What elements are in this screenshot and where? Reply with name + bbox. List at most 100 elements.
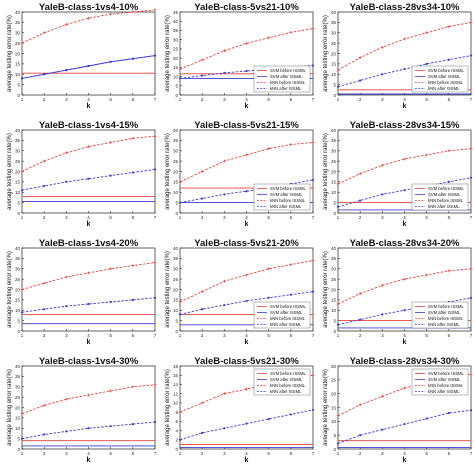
data-point [447, 25, 451, 28]
x-tick-label: 3 [381, 97, 384, 102]
y-tick-label: 16 [173, 373, 179, 378]
y-tick-label: 8 [175, 410, 178, 415]
series-line [179, 260, 314, 303]
series-line [179, 28, 314, 70]
y-tick-label: 35 [331, 20, 337, 25]
y-tick-label: 5 [333, 318, 336, 323]
series-line [337, 268, 472, 305]
series-line [337, 21, 472, 71]
data-point [200, 290, 204, 293]
y-tick-label: 35 [15, 374, 21, 379]
data-point [403, 277, 406, 281]
y-tick-label: 5 [17, 200, 20, 205]
data-point [153, 420, 157, 424]
y-axis-label: average testing error rate(%) [323, 369, 329, 446]
legend-label: SVM after ISSML [270, 310, 303, 315]
legend-label: SVM after ISSML [428, 377, 461, 382]
chart-title: YaleB-class-5vs21-10% [194, 2, 299, 13]
x-axis-label: k [87, 339, 91, 346]
y-tick-label: 10 [173, 190, 179, 195]
y-tick-label: 0 [17, 329, 20, 334]
data-point [336, 302, 340, 306]
y-tick-label: 20 [15, 287, 21, 292]
data-point [223, 303, 226, 307]
series-line [21, 384, 156, 415]
legend-label: SVM before ISSML [428, 186, 465, 191]
legend-label: kNN after ISSML [428, 86, 460, 91]
y-tick-label: 40 [331, 128, 337, 133]
data-point [43, 184, 46, 188]
x-tick-label: 3 [65, 333, 68, 338]
x-tick-label: 4 [87, 215, 90, 220]
plot-frame [21, 365, 156, 450]
x-tick-label: 7 [470, 97, 473, 102]
data-point [469, 267, 473, 271]
data-point [358, 56, 362, 60]
x-tick-label: 4 [403, 215, 406, 220]
x-tick-label: 1 [21, 97, 24, 102]
y-tick-label: 0 [175, 211, 178, 216]
x-tick-label: 6 [290, 451, 293, 456]
x-tick-label: 6 [448, 97, 451, 102]
x-tick-label: 3 [381, 333, 384, 338]
x-tick-label: 2 [359, 215, 362, 220]
x-tick-label: 1 [179, 97, 182, 102]
chart-title: YaleB-class-1vs4-15% [39, 120, 139, 131]
data-point [469, 176, 473, 179]
y-axis-label: average testing error rate(%) [323, 133, 329, 210]
x-tick-label: 3 [381, 215, 384, 220]
y-tick-label: 30 [173, 37, 179, 42]
x-tick-label: 2 [359, 97, 362, 102]
data-point [381, 428, 384, 431]
y-tick-label: 0 [175, 329, 178, 334]
y-tick-label: 40 [15, 246, 21, 251]
x-tick-label: 5 [425, 333, 428, 338]
y-tick-label: 30 [15, 149, 21, 154]
x-tick-label: 3 [223, 97, 226, 102]
data-point [311, 64, 315, 67]
x-tick-label: 6 [290, 333, 293, 338]
data-point [43, 433, 46, 436]
data-point [336, 205, 340, 208]
y-tick-label: 30 [331, 364, 337, 369]
data-point [131, 57, 134, 60]
legend-label: kNN after ISSML [270, 204, 302, 209]
data-point [178, 313, 182, 316]
y-tick-label: 35 [331, 256, 337, 261]
y-tick-label: 20 [173, 169, 179, 174]
x-axis-label: k [87, 457, 91, 464]
y-tick-label: 15 [173, 180, 179, 185]
data-point [201, 197, 204, 200]
x-tick-label: 5 [109, 451, 112, 456]
data-point [425, 417, 428, 420]
legend-label: SVM after ISSML [270, 74, 303, 79]
legend-label: kNN after ISSML [428, 322, 460, 327]
data-point [87, 271, 90, 275]
data-point [403, 309, 406, 312]
y-tick-label: 40 [15, 364, 21, 369]
chart-title: YaleB-class-1vs4-10% [39, 2, 139, 13]
chart-title: YaleB-class-5vs21-20% [194, 238, 299, 249]
data-point [178, 300, 182, 304]
x-tick-label: 2 [43, 333, 46, 338]
chart-panel: YaleB-class-1vs4-10% 0 5 10 15 20 25 30 35 40 1 2 3 4… [7, 2, 157, 110]
data-point [289, 143, 293, 146]
data-point [311, 27, 315, 30]
y-tick-label: 15 [15, 416, 21, 421]
x-tick-label: 1 [179, 451, 182, 456]
data-point [380, 45, 384, 49]
y-tick-label: 5 [333, 82, 336, 87]
data-point [20, 189, 24, 192]
y-tick-label: 0 [175, 447, 178, 452]
data-point [336, 68, 340, 72]
x-tick-label: 4 [245, 215, 248, 220]
x-tick-label: 7 [312, 333, 315, 338]
data-point [153, 168, 157, 171]
series-line [21, 135, 156, 172]
y-tick-label: 0 [333, 211, 336, 216]
chart-title: YaleB-class-1vs4-30% [39, 356, 139, 367]
x-axis-label: k [245, 339, 249, 346]
